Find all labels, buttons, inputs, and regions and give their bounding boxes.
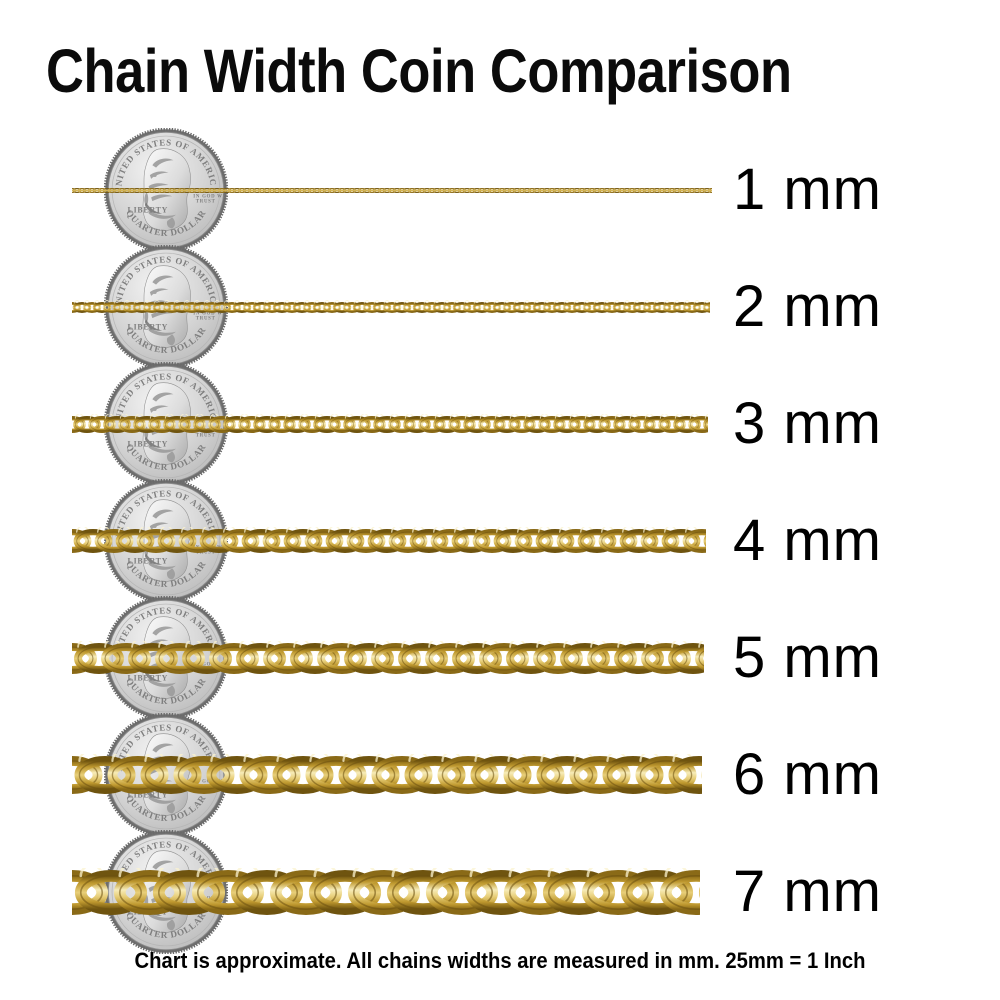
- svg-text:LIBERTY: LIBERTY: [128, 790, 169, 799]
- svg-text:TRUST: TRUST: [196, 199, 216, 204]
- coin-graphic: UNITED STATES OF AMERICA QUARTER DOLLAR …: [104, 479, 228, 603]
- chain-width-label: 5 mm: [733, 625, 882, 690]
- svg-text:IN GOD WE: IN GOD WE: [193, 194, 226, 199]
- gold-chain: [72, 186, 712, 310]
- svg-text:IN GOD WE: IN GOD WE: [193, 311, 226, 316]
- chain-graphic: [72, 641, 704, 676]
- quarter-coin: UNITED STATES OF AMERICA QUARTER DOLLAR …: [104, 479, 228, 603]
- gold-chain: [72, 868, 700, 992]
- chain-row: UNITED STATES OF AMERICA QUARTER DOLLAR …: [0, 479, 1000, 603]
- chain-width-label: 7 mm: [733, 859, 882, 924]
- chain-graphic: [72, 527, 706, 555]
- chain-width-label: 1 mm: [733, 157, 882, 222]
- chain-graphic: [72, 754, 702, 796]
- page-title: Chain Width Coin Comparison: [46, 37, 792, 105]
- chain-row: UNITED STATES OF AMERICA QUARTER DOLLAR …: [0, 128, 1000, 252]
- gold-chain: [72, 527, 706, 651]
- quarter-coin: UNITED STATES OF AMERICA QUARTER DOLLAR …: [104, 596, 228, 720]
- chain-row: UNITED STATES OF AMERICA QUARTER DOLLAR …: [0, 596, 1000, 720]
- svg-text:LIBERTY: LIBERTY: [128, 556, 169, 565]
- chain-row: UNITED STATES OF AMERICA QUARTER DOLLAR …: [0, 245, 1000, 369]
- chain-width-label: 2 mm: [733, 274, 882, 339]
- svg-text:TRUST: TRUST: [196, 433, 216, 438]
- svg-text:LIBERTY: LIBERTY: [128, 439, 169, 448]
- chain-graphic: [72, 868, 700, 917]
- footer-note: Chart is approximate. All chains widths …: [134, 948, 866, 973]
- chain-row: UNITED STATES OF AMERICA QUARTER DOLLAR …: [0, 713, 1000, 837]
- svg-text:LIBERTY: LIBERTY: [128, 673, 169, 682]
- gold-chain: [72, 754, 702, 878]
- gold-chain: [72, 414, 708, 538]
- chain-row: UNITED STATES OF AMERICA QUARTER DOLLAR …: [0, 362, 1000, 486]
- svg-text:TRUST: TRUST: [196, 550, 216, 555]
- chain-graphic: [72, 414, 708, 435]
- svg-text:LIBERTY: LIBERTY: [128, 322, 169, 331]
- coin-graphic: UNITED STATES OF AMERICA QUARTER DOLLAR …: [104, 245, 228, 369]
- chain-width-label: 6 mm: [733, 742, 882, 807]
- chain-width-label: 4 mm: [733, 508, 882, 573]
- chain-graphic: [72, 186, 712, 195]
- chain-graphic: [72, 300, 710, 315]
- chain-width-label: 3 mm: [733, 391, 882, 456]
- quarter-coin: UNITED STATES OF AMERICA QUARTER DOLLAR …: [104, 245, 228, 369]
- svg-text:LIBERTY: LIBERTY: [128, 205, 169, 214]
- gold-chain: [72, 300, 710, 424]
- gold-chain: [72, 641, 704, 765]
- chain-row: UNITED STATES OF AMERICA QUARTER DOLLAR …: [0, 830, 1000, 954]
- svg-text:IN GOD WE: IN GOD WE: [193, 662, 226, 667]
- svg-text:TRUST: TRUST: [196, 316, 216, 321]
- coin-graphic: UNITED STATES OF AMERICA QUARTER DOLLAR …: [104, 596, 228, 720]
